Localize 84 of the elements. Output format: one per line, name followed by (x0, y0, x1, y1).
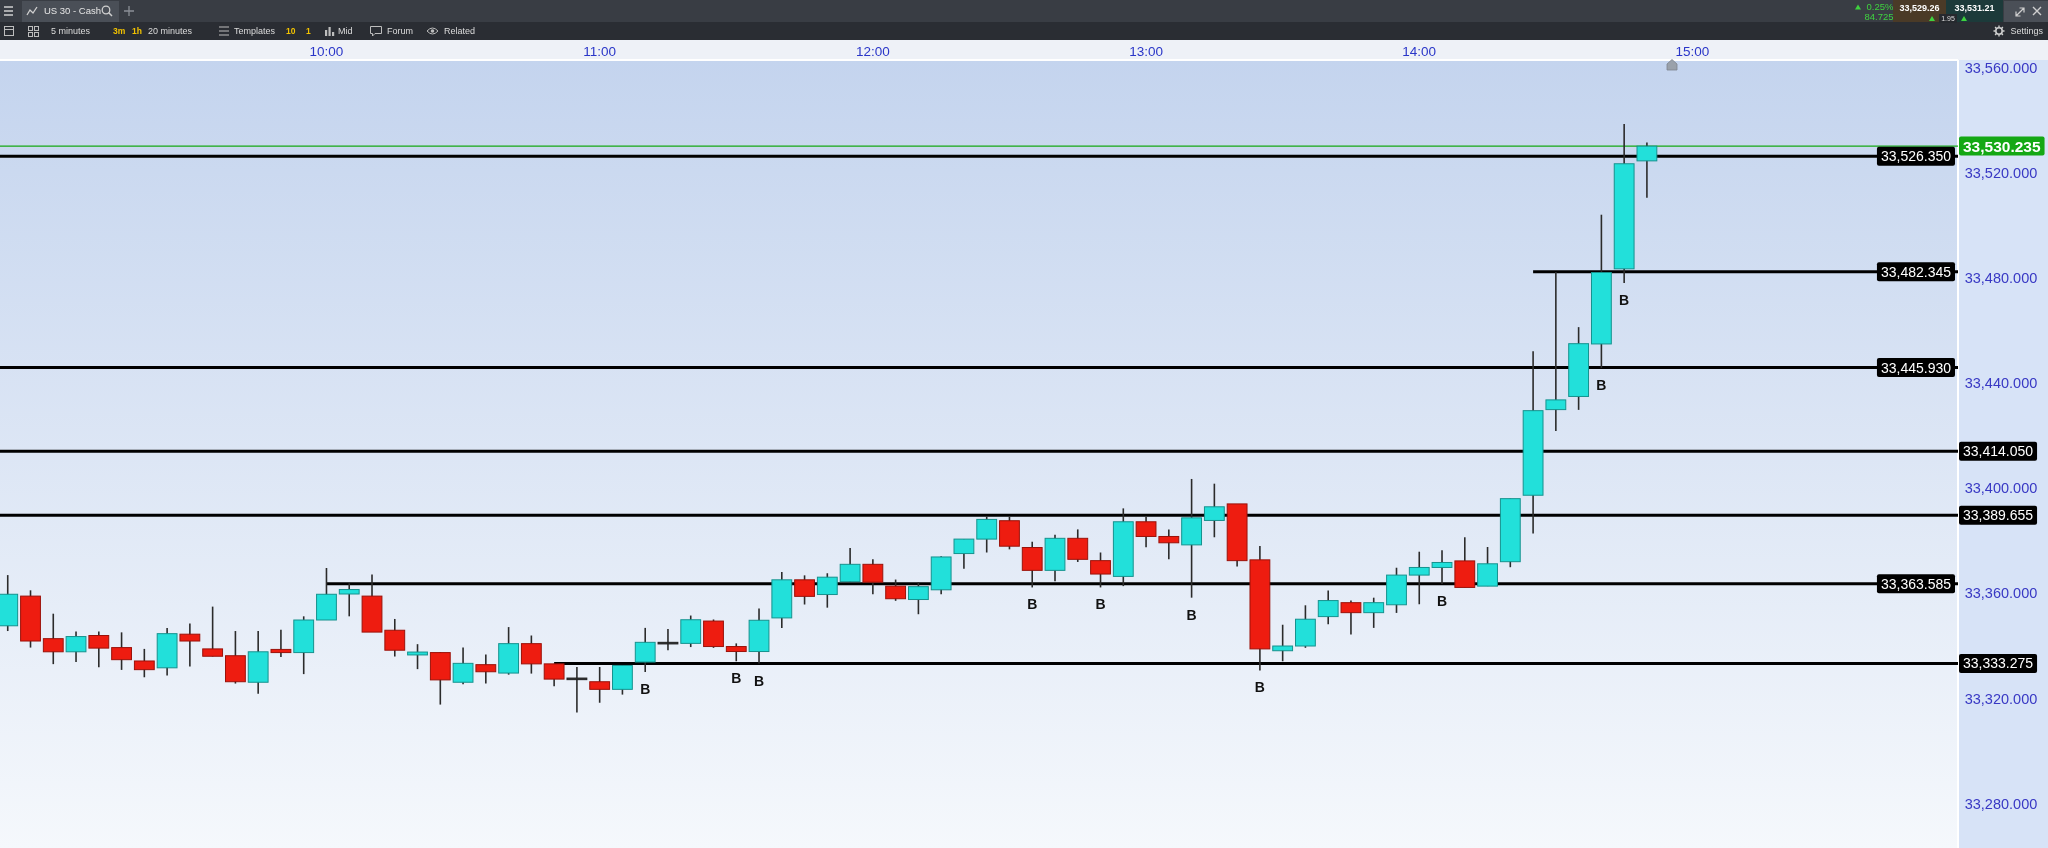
candlestick (907, 581, 929, 616)
annotation: B (1027, 596, 1038, 613)
candlestick (1545, 271, 1567, 432)
candlestick (452, 646, 474, 686)
text: Templates (234, 26, 276, 37)
candlestick (133, 648, 155, 679)
y-tick-label: 33,320.000 (1964, 690, 2038, 707)
ref-line-label: 33,445.930 (1880, 359, 1952, 376)
text: 0.25% (1866, 1, 1895, 13)
candlestick (1317, 589, 1339, 626)
annotation: B (753, 672, 765, 689)
ref-line-label: 33,526.350 (1880, 148, 1952, 165)
candlestick (1067, 528, 1089, 563)
candlestick (885, 578, 907, 602)
candlestick (407, 643, 428, 670)
y-tick-label: 33,520.000 (1964, 165, 2038, 182)
candlestick (1636, 141, 1658, 199)
candlestick (589, 666, 611, 704)
candlestick (42, 612, 64, 665)
chart-title: US 30 - Cash (44, 5, 102, 17)
candlestick (976, 515, 998, 554)
candlestick (475, 653, 497, 685)
text: 1h (132, 25, 142, 36)
series-label: 33,482.345 (1880, 263, 1952, 280)
y-tick-label: 33,480.000 (1964, 270, 2038, 287)
candlestick (1021, 540, 1043, 589)
candlestick (862, 558, 884, 596)
annotation: B (1596, 377, 1607, 394)
candlestick (1090, 551, 1111, 589)
candlestick (1477, 546, 1498, 587)
text: 33,531.21 (1954, 3, 1995, 14)
candlestick (839, 547, 861, 583)
candlestick (794, 574, 815, 606)
y-tick-label: 33,440.000 (1964, 375, 2038, 392)
candlestick (1203, 482, 1225, 539)
ref-line-label: 33,530.235 (1962, 137, 2041, 155)
annotation: B (1095, 596, 1106, 613)
annotation: B (1619, 292, 1630, 309)
x-tick-label: 13:00 (1129, 43, 1163, 59)
ref-line-label: 33,389.655 (1962, 507, 2034, 524)
candlestick (270, 628, 292, 658)
text: 3m (113, 25, 126, 36)
candlestick (1340, 599, 1362, 636)
candlestick (520, 634, 542, 675)
ref-line-label: 33,414.050 (1962, 443, 2034, 460)
text: 20 minutes (148, 26, 193, 37)
candlestick (338, 582, 360, 618)
text: 10 (286, 25, 296, 36)
candlestick (953, 538, 975, 570)
text: 5 minutes (51, 26, 91, 37)
text: Settings (2010, 26, 2044, 37)
text: 33,529.26 (1899, 3, 1940, 14)
x-tick-label: 10:00 (309, 43, 344, 59)
text: Related (444, 26, 476, 37)
candlestick (88, 630, 110, 669)
series-label: 33,333.275 (1962, 655, 2034, 672)
annotation: B (731, 670, 742, 687)
annotation: B (1254, 679, 1265, 696)
candlestick (657, 628, 679, 652)
annotation: B (640, 681, 651, 698)
text: Mid (338, 26, 353, 37)
series-label: 33,363.585 (1880, 575, 1952, 592)
candlestick (1272, 623, 1294, 663)
candlestick (566, 666, 588, 714)
candlestick (202, 605, 224, 658)
x-tick-label: 11:00 (583, 43, 617, 59)
candlestick (612, 664, 633, 696)
candlestick (816, 572, 838, 609)
text: 1 (306, 25, 311, 36)
y-tick-label: 33,360.000 (1964, 585, 2038, 602)
x-tick-label: 14:00 (1402, 43, 1437, 59)
x-tick-label: 15:00 (1675, 43, 1710, 59)
text: 84.725 (1864, 11, 1894, 23)
y-tick-label: 33,280.000 (1964, 795, 2038, 812)
annotation: B (1186, 606, 1197, 623)
y-tick-label: 33,560.000 (1964, 60, 2038, 77)
candlestick (111, 631, 132, 671)
candlestick (65, 630, 87, 663)
x-tick-label: 12:00 (855, 43, 890, 59)
annotation: B (1436, 593, 1448, 610)
y-tick-label: 33,400.000 (1964, 480, 2038, 497)
text: Forum (387, 26, 414, 37)
candlestick (179, 622, 201, 668)
candlestick (1363, 596, 1385, 629)
